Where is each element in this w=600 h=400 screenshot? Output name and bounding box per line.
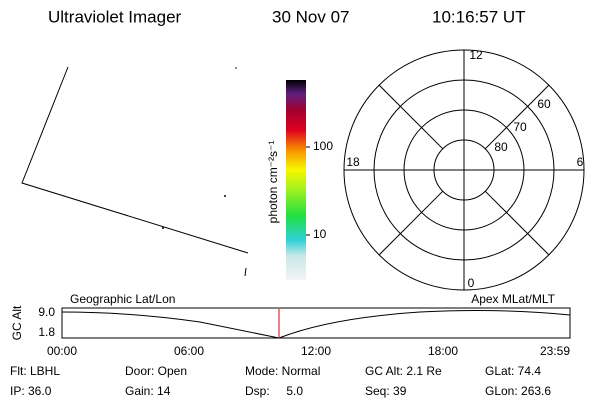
mlt-label: 6 xyxy=(577,155,584,169)
status-field: Door: Open xyxy=(125,364,187,378)
instrument: Ultraviolet Imager xyxy=(48,7,182,26)
mlt-line xyxy=(378,190,444,256)
image-edge xyxy=(244,267,247,277)
speck xyxy=(224,195,226,197)
timeline-left-label: Geographic Lat/Lon xyxy=(70,292,175,306)
colorbar xyxy=(286,80,306,280)
image-frame xyxy=(21,66,249,277)
timeline-y-label: GC Alt xyxy=(10,305,24,340)
colorbar-tick-label: 100 xyxy=(313,139,333,153)
status-field: Dsp: 5.0 xyxy=(245,384,303,398)
lat-label: 60 xyxy=(537,97,551,111)
timeline-x-tick: 23:59 xyxy=(540,344,570,358)
timeline-right-label: Apex MLat/MLT xyxy=(471,292,555,306)
timeline-x-tick: 12:00 xyxy=(301,344,331,358)
timeline-frame xyxy=(61,307,571,339)
colorbar-tick-label: 10 xyxy=(313,227,327,241)
status-field: GLon: 263.6 xyxy=(485,384,551,398)
timeline-x-tick: 06:00 xyxy=(174,344,204,358)
timeline-x-tick: 18:00 xyxy=(428,344,458,358)
status-field: Flt: LBHL xyxy=(10,364,60,378)
time: 10:16:57 UT xyxy=(432,7,526,26)
status-field: Mode: Normal xyxy=(245,364,320,378)
mlt-label: 18 xyxy=(346,155,360,169)
speck xyxy=(162,227,164,229)
timeline-y-tick: 1.8 xyxy=(38,325,55,339)
date: 30 Nov 07 xyxy=(272,7,350,26)
mlt-line xyxy=(378,84,444,150)
status-field: GC Alt: 2.1 Re xyxy=(365,364,442,378)
speck xyxy=(235,67,237,69)
status-field: Seq: 39 xyxy=(365,384,407,398)
colorbar-label: photon cm⁻²s⁻¹ xyxy=(266,141,280,224)
lat-label: 70 xyxy=(513,120,527,134)
image-edge xyxy=(21,66,249,254)
mlt-label: 0 xyxy=(468,276,475,290)
mlt-line xyxy=(484,190,550,256)
timeline-y-tick: 9.0 xyxy=(38,305,55,319)
mlt-line xyxy=(484,84,550,150)
status-field: Gain: 14 xyxy=(125,384,171,398)
altitude-curve xyxy=(61,310,571,339)
lat-label: 80 xyxy=(494,140,508,154)
status-field: IP: 36.0 xyxy=(10,384,52,398)
timeline-x-tick: 00:00 xyxy=(47,344,77,358)
polar-grid xyxy=(343,49,585,291)
footer: Flt: LBHL Door: Open Mode: Normal GC Alt: 2… xyxy=(10,364,551,398)
mlt-label: 12 xyxy=(469,48,483,62)
status-field: GLat: 74.4 xyxy=(485,364,541,378)
